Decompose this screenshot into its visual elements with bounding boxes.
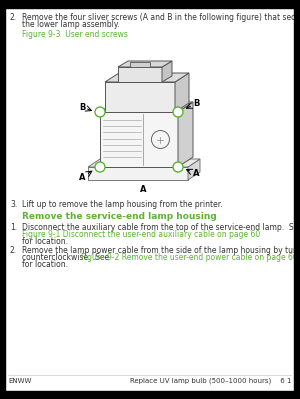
Polygon shape xyxy=(100,102,193,112)
Circle shape xyxy=(95,107,105,117)
Text: Figure 9-3  User end screws: Figure 9-3 User end screws xyxy=(22,30,128,39)
Text: counterclockwise.  See: counterclockwise. See xyxy=(22,253,112,262)
Polygon shape xyxy=(88,167,188,180)
Polygon shape xyxy=(162,61,172,82)
Text: for location.: for location. xyxy=(22,237,68,246)
Polygon shape xyxy=(100,112,178,167)
Text: ENWW: ENWW xyxy=(8,378,32,384)
Text: Remove the lamp power cable from the side of the lamp housing by turning the cou: Remove the lamp power cable from the sid… xyxy=(22,246,300,255)
Polygon shape xyxy=(105,73,189,82)
Bar xyxy=(0,0,5,399)
Text: Lift up to remove the lamp housing from the printer.: Lift up to remove the lamp housing from … xyxy=(22,200,223,209)
Polygon shape xyxy=(130,62,150,67)
Circle shape xyxy=(173,107,183,117)
Text: the lower lamp assembly.: the lower lamp assembly. xyxy=(22,20,120,29)
Polygon shape xyxy=(188,159,200,180)
Text: Disconnect the auxiliary cable from the top of the service-end lamp.  See: Disconnect the auxiliary cable from the … xyxy=(22,223,300,232)
Text: Remove the service-end lamp housing: Remove the service-end lamp housing xyxy=(22,212,217,221)
Bar xyxy=(294,0,300,399)
Text: A: A xyxy=(193,168,199,178)
Text: 2.: 2. xyxy=(10,246,17,255)
Polygon shape xyxy=(118,61,172,67)
Text: A: A xyxy=(140,184,146,194)
Text: B: B xyxy=(79,103,85,111)
Text: Remove the four sliver screws (A and B in the following figure) that secure the : Remove the four sliver screws (A and B i… xyxy=(22,13,300,22)
Polygon shape xyxy=(175,73,189,112)
Text: Replace UV lamp bulb (500–1000 hours)    6 1: Replace UV lamp bulb (500–1000 hours) 6 … xyxy=(130,378,291,385)
Circle shape xyxy=(173,162,183,172)
Text: 1.: 1. xyxy=(10,223,17,232)
Bar xyxy=(0,391,300,399)
Bar xyxy=(0,0,300,8)
Text: Figure 9-2 Remove the user-end power cable on page 60: Figure 9-2 Remove the user-end power cab… xyxy=(81,253,297,262)
Polygon shape xyxy=(118,67,162,82)
Text: for location.: for location. xyxy=(22,260,68,269)
Text: A: A xyxy=(79,172,85,182)
Circle shape xyxy=(95,162,105,172)
Polygon shape xyxy=(178,102,193,167)
Polygon shape xyxy=(88,159,200,167)
Text: B: B xyxy=(193,99,199,109)
Text: 2.: 2. xyxy=(10,13,17,22)
Text: 3.: 3. xyxy=(10,200,17,209)
Text: Figure 9-1 Disconnect the user-end auxiliary cable on page 60: Figure 9-1 Disconnect the user-end auxil… xyxy=(22,230,260,239)
Polygon shape xyxy=(105,82,175,112)
